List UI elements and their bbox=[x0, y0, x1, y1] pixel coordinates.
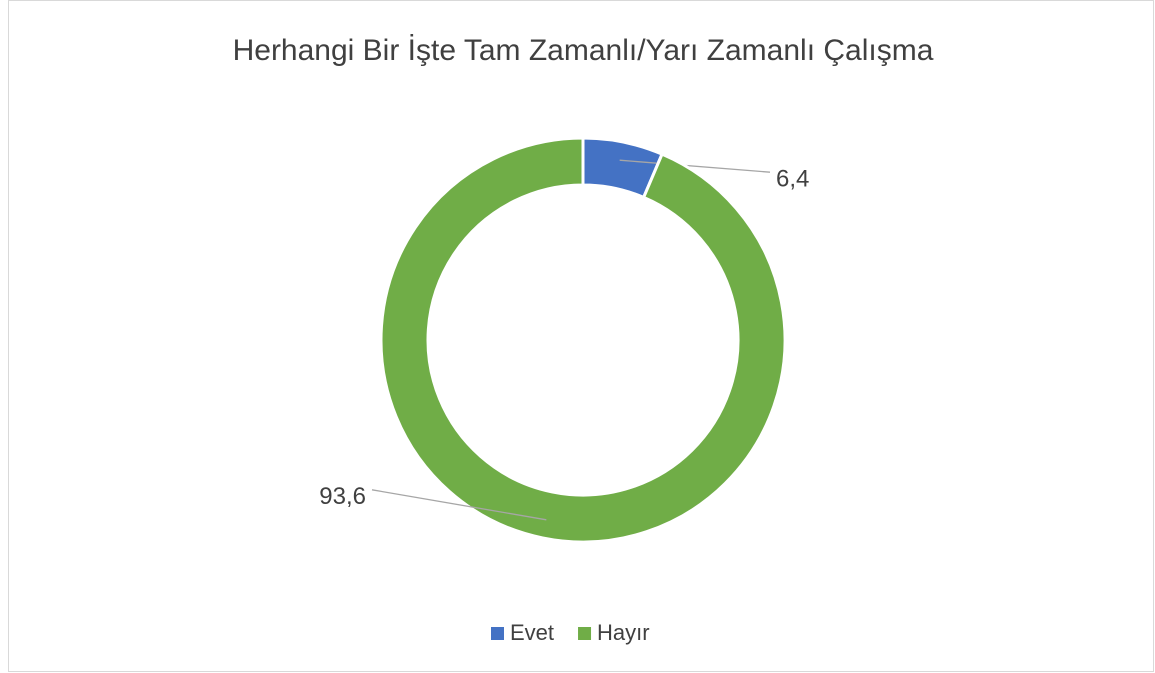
legend-swatch bbox=[491, 627, 504, 640]
legend-swatch bbox=[578, 627, 592, 640]
data-label: 93,6 bbox=[319, 483, 366, 510]
donut-segment bbox=[379, 136, 787, 544]
leader-line bbox=[371, 489, 547, 521]
chart-border bbox=[8, 0, 1154, 672]
legend-label: Evet bbox=[510, 620, 554, 645]
legend-label: Hayır bbox=[597, 620, 650, 645]
chart-title: Herhangi Bir İşte Tam Zamanlı/Yarı Zaman… bbox=[233, 34, 934, 67]
leader-line bbox=[619, 159, 771, 173]
data-label: 6,4 bbox=[776, 166, 809, 193]
